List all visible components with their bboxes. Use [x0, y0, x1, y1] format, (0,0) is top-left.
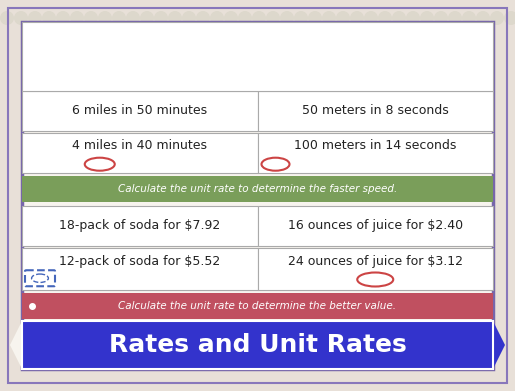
- Ellipse shape: [85, 158, 115, 171]
- Circle shape: [364, 11, 378, 25]
- Circle shape: [224, 11, 238, 25]
- Bar: [22, 22, 493, 369]
- Circle shape: [476, 11, 490, 25]
- Bar: [258, 206, 493, 246]
- Circle shape: [210, 11, 224, 25]
- Bar: [22, 133, 258, 173]
- Circle shape: [280, 11, 294, 25]
- Text: 6 miles in 50 minutes: 6 miles in 50 minutes: [72, 104, 208, 118]
- Bar: [22, 248, 258, 290]
- Circle shape: [350, 11, 364, 25]
- Text: 18-pack of soda for $7.92: 18-pack of soda for $7.92: [59, 219, 220, 233]
- Circle shape: [126, 11, 140, 25]
- Circle shape: [42, 11, 56, 25]
- Text: Calculate the unit rate to determine the faster speed.: Calculate the unit rate to determine the…: [118, 184, 397, 194]
- Circle shape: [154, 11, 168, 25]
- Bar: [22, 293, 493, 319]
- Circle shape: [406, 11, 420, 25]
- Bar: [258, 91, 493, 131]
- Circle shape: [462, 11, 476, 25]
- Circle shape: [336, 11, 350, 25]
- Circle shape: [168, 11, 182, 25]
- Text: 12-pack of soda for $5.52: 12-pack of soda for $5.52: [59, 255, 220, 268]
- Circle shape: [434, 11, 448, 25]
- Bar: [22, 206, 258, 246]
- Circle shape: [28, 11, 42, 25]
- FancyBboxPatch shape: [25, 270, 55, 286]
- Text: 4 miles in 40 minutes: 4 miles in 40 minutes: [72, 139, 207, 152]
- Circle shape: [196, 11, 210, 25]
- Bar: [22, 91, 258, 131]
- Circle shape: [238, 11, 252, 25]
- Circle shape: [378, 11, 392, 25]
- Text: 50 meters in 8 seconds: 50 meters in 8 seconds: [302, 104, 449, 118]
- Polygon shape: [493, 321, 505, 369]
- Circle shape: [266, 11, 280, 25]
- Bar: [22, 176, 493, 202]
- Ellipse shape: [262, 158, 289, 171]
- Circle shape: [98, 11, 112, 25]
- Bar: [22, 321, 493, 369]
- Text: Calculate the unit rate to determine the better value.: Calculate the unit rate to determine the…: [118, 301, 397, 311]
- Circle shape: [140, 11, 154, 25]
- Circle shape: [14, 11, 28, 25]
- Circle shape: [448, 11, 462, 25]
- Text: 16 ounces of juice for $2.40: 16 ounces of juice for $2.40: [288, 219, 463, 233]
- Circle shape: [294, 11, 308, 25]
- Ellipse shape: [31, 274, 48, 282]
- Circle shape: [70, 11, 84, 25]
- Text: 24 ounces of juice for $3.12: 24 ounces of juice for $3.12: [288, 255, 463, 268]
- Text: 100 meters in 14 seconds: 100 meters in 14 seconds: [294, 139, 456, 152]
- Circle shape: [0, 11, 14, 25]
- Bar: [258, 248, 493, 290]
- Circle shape: [392, 11, 406, 25]
- Circle shape: [252, 11, 266, 25]
- Circle shape: [182, 11, 196, 25]
- Polygon shape: [10, 321, 22, 369]
- Circle shape: [56, 11, 70, 25]
- Text: Rates and Unit Rates: Rates and Unit Rates: [109, 333, 406, 357]
- Bar: [22, 22, 493, 91]
- Circle shape: [112, 11, 126, 25]
- Circle shape: [504, 11, 515, 25]
- Circle shape: [420, 11, 434, 25]
- Circle shape: [490, 11, 504, 25]
- Circle shape: [84, 11, 98, 25]
- Circle shape: [308, 11, 322, 25]
- Circle shape: [322, 11, 336, 25]
- Ellipse shape: [357, 273, 393, 287]
- Bar: [22, 321, 493, 369]
- Bar: [258, 133, 493, 173]
